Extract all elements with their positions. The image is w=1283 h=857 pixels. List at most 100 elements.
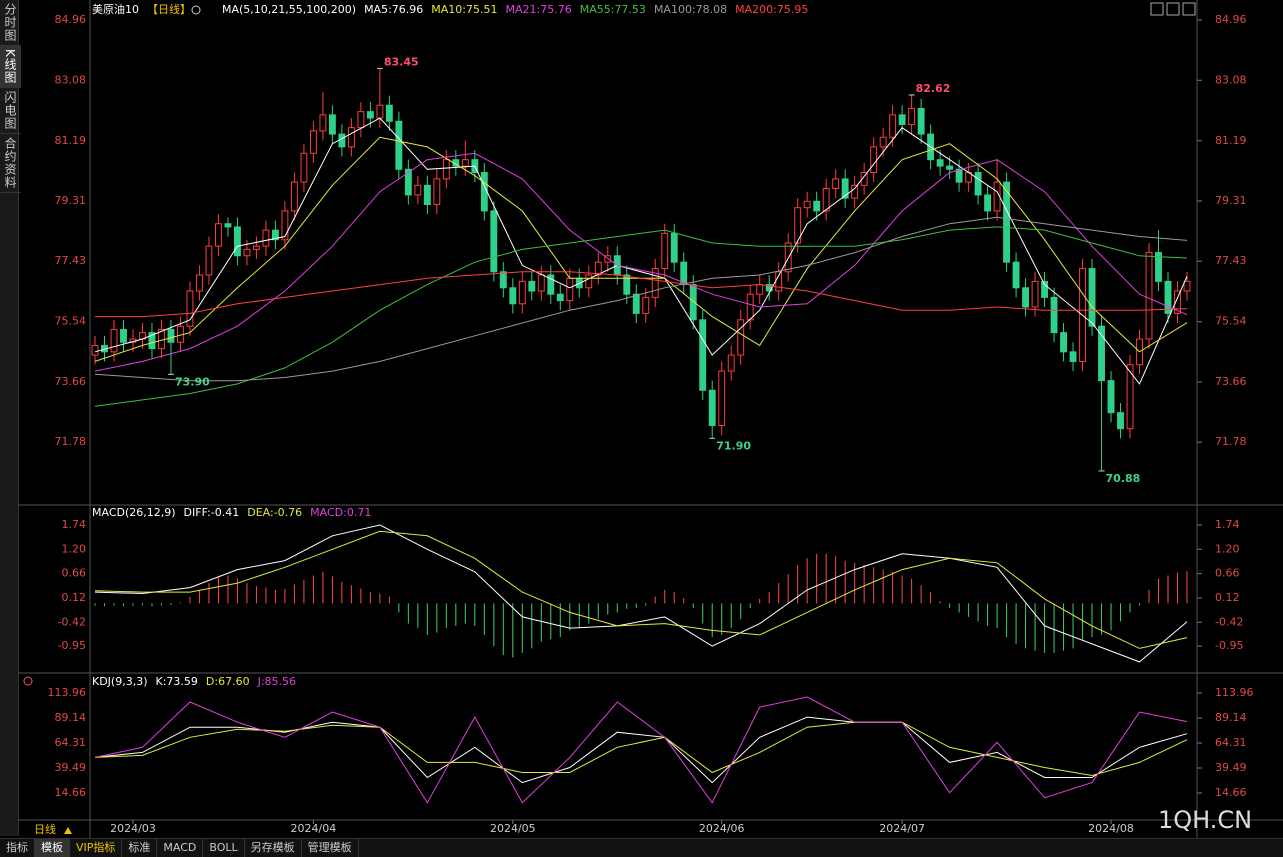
candle-body [1003,181,1011,263]
candle-body [120,328,127,343]
candle-body [689,284,697,321]
candle-body [670,232,678,263]
tab[interactable]: BOLL [203,839,245,857]
indicator-line [94,696,1188,804]
y-tick-label: 77.43 [1215,254,1247,267]
period-arrow[interactable] [64,827,72,834]
candle-body [699,319,707,391]
candle-body [955,168,963,183]
extreme-label: 73.90 [175,375,210,388]
candle-body [1031,280,1039,308]
tab[interactable]: 标准 [122,839,158,857]
y-tick-label: 84.96 [55,13,87,26]
candle-body [233,226,241,257]
sidebar-button[interactable]: 闪电图 [0,88,21,134]
extreme-label: 83.45 [384,55,419,68]
legend-label: MA10:75.51 [431,3,497,16]
tab[interactable]: 指标 [0,839,35,857]
candle-body [813,200,821,212]
candle-body [347,127,355,148]
indicator-line [94,524,1188,663]
ma-icon[interactable] [191,5,201,15]
candle-body [737,319,745,356]
tab[interactable]: MACD [157,839,204,857]
candle-body [433,178,441,206]
sidebar-button[interactable]: K线图 [0,46,21,88]
candle-body [1174,290,1181,314]
y-tick-label: -0.95 [1215,639,1243,652]
y-tick-label: -0.42 [58,615,86,628]
tab[interactable]: VIP指标 [70,839,123,857]
candle-body [746,293,754,321]
candle-body [908,107,916,125]
chart: 日线 84.96 84.96 83.08 83.08 81.19 81.19 79.31 79… [18,0,1283,838]
y-tick-label: 64.31 [55,736,87,749]
x-tick-label: 2024/07 [879,822,925,835]
candle-body [1155,252,1162,282]
sidebar-button[interactable]: 分时图 [0,0,21,46]
candle-body [870,146,878,173]
settings-icon[interactable] [23,676,33,686]
candle-body [404,168,412,196]
candle-body [1012,261,1020,289]
candle-body [338,133,346,148]
candle-body [271,229,279,241]
tab[interactable]: 管理模板 [302,839,359,857]
candle-body [528,280,536,292]
candle-body [490,210,498,273]
candle-body [1041,280,1049,298]
indicator-line [94,117,1188,385]
candle-body [822,188,830,212]
legend-label: MA100:78.08 [654,3,727,16]
candle-body [632,293,640,314]
candle-body [309,130,317,154]
candle-body [623,274,631,295]
y-tick-label: 77.43 [55,254,87,267]
candle-body [376,104,384,119]
y-tick-label: 79.31 [55,194,87,207]
legend-label: J:85.56 [257,675,296,688]
candle-body [936,159,944,167]
candle-body [1126,364,1134,430]
candle-body [91,344,99,356]
candle-body [879,136,887,148]
candle-body [860,171,868,186]
candle-body [442,159,450,180]
candle-body [708,389,716,426]
y-tick-label: 113.96 [48,686,87,699]
sidebar-button[interactable]: 合约资料 [0,134,21,193]
indicator-line [94,216,1188,382]
candle-body [642,296,650,314]
y-tick-label: 0.12 [1215,591,1240,604]
candle-body [518,280,526,305]
extreme-label: 82.62 [916,82,951,95]
x-tick-label: 2024/04 [291,822,337,835]
y-tick-label: 83.08 [55,73,87,86]
y-tick-label: 39.49 [1215,761,1247,774]
indicator-line [94,721,1188,777]
candle-body [651,268,659,298]
tab[interactable]: 另存模板 [245,839,302,857]
candle-body [509,287,517,305]
tab[interactable]: 模板 [35,839,70,857]
period-label[interactable]: 日线 [34,822,56,836]
candle-body [461,159,469,167]
candle-body [585,274,593,289]
candle-body [1022,287,1030,308]
watermark: 1QH.CN [1158,806,1253,834]
legend-label: 【日线】 [147,2,191,16]
y-tick-label: 1.74 [1215,518,1240,531]
y-tick-label: 81.19 [55,134,87,147]
legend-label: MA200:75.95 [735,3,808,16]
candle-body [423,184,431,206]
tab-bar: 指标 模板 VIP指标 标准 MACD BOLL 另存模板 管理模板 [0,838,1283,857]
candle-body [499,271,507,289]
candle-body [281,210,289,241]
y-tick-label: 81.19 [1215,134,1247,147]
indicator-line [94,152,1188,372]
window-icons[interactable] [1150,2,1196,16]
candle-body [661,232,669,270]
legend-label: 美原油10 [92,2,139,16]
y-tick-label: 73.66 [55,375,87,388]
